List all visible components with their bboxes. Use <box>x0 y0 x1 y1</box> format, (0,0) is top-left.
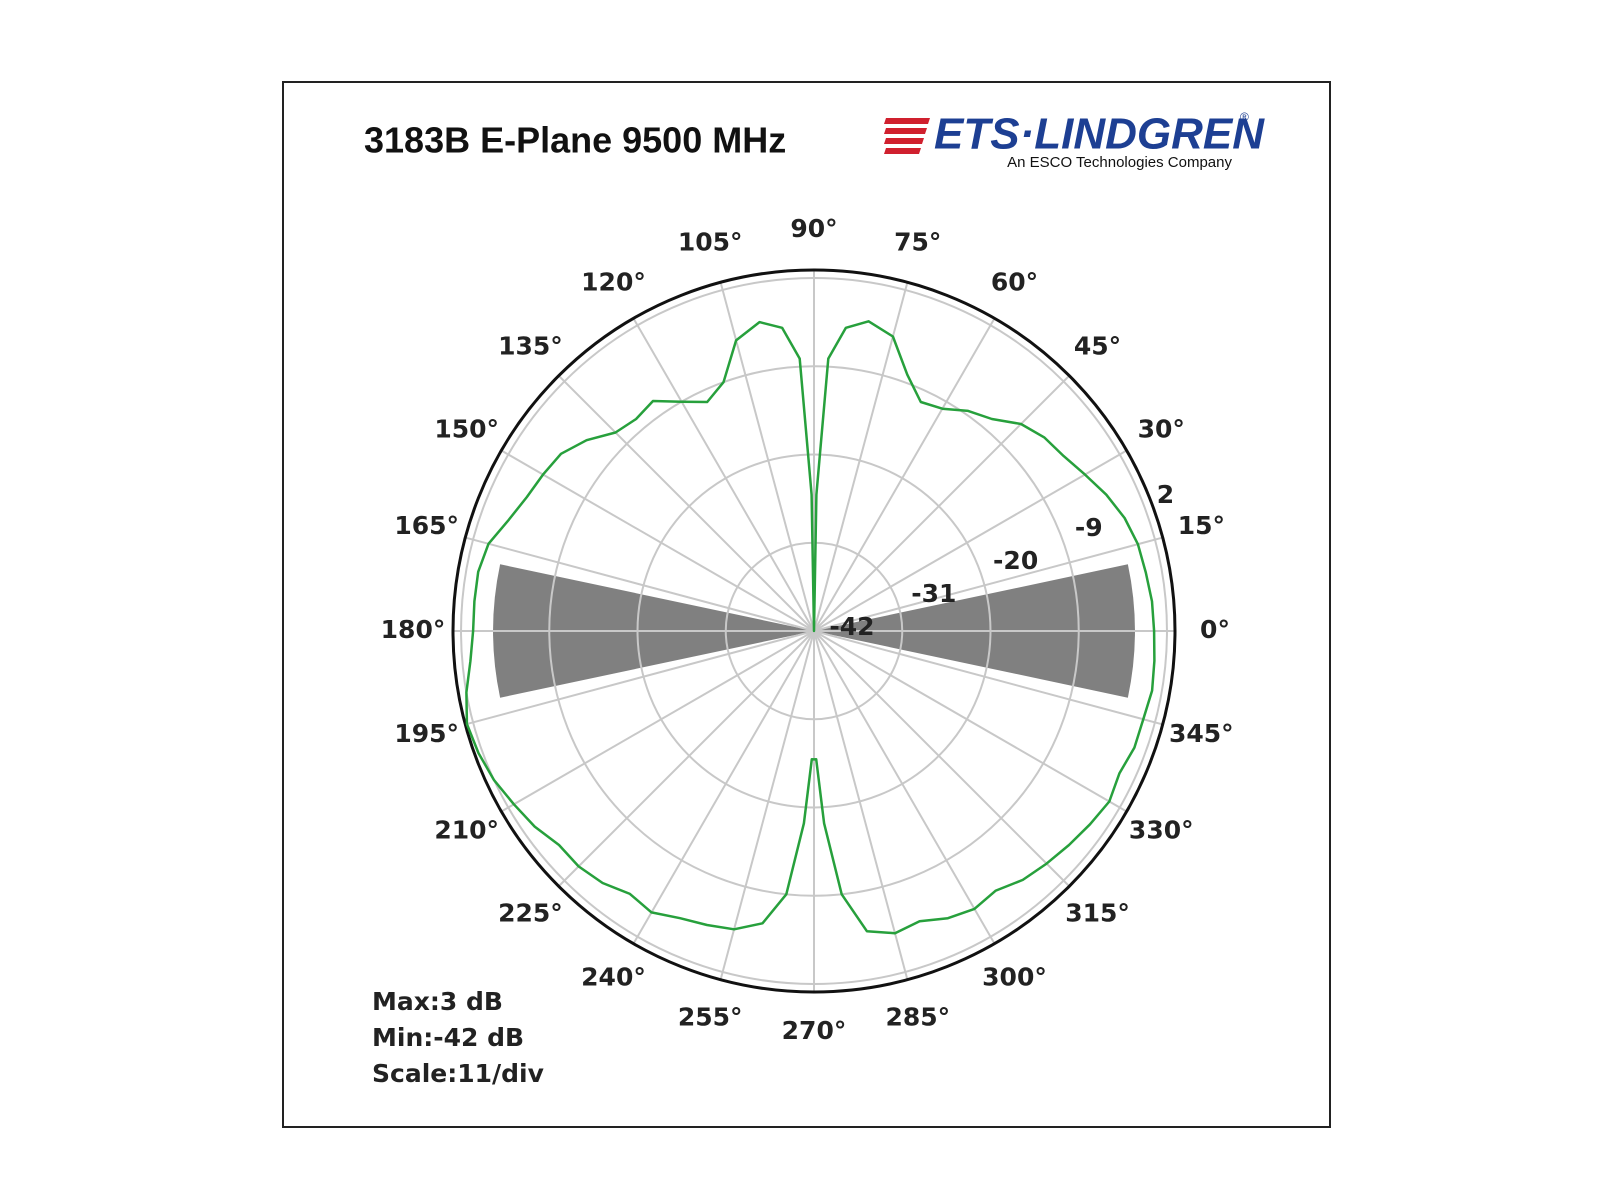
logo-mark: ® <box>1240 110 1249 124</box>
theta-tick-label: 210° <box>434 816 499 845</box>
grid-spoke <box>813 630 909 980</box>
grid-spoke <box>813 449 1128 632</box>
grid-spoke <box>558 375 815 632</box>
theta-tick-label: 270° <box>782 1016 847 1045</box>
theta-tick-label: 165° <box>394 511 459 540</box>
theta-tick-label: 150° <box>434 415 499 444</box>
grid-spoke <box>813 630 1128 813</box>
logo-tagline: An ESCO Technologies Company <box>1007 154 1232 171</box>
theta-tick-label: 330° <box>1129 816 1194 845</box>
theta-tick-label: 300° <box>982 962 1047 991</box>
grid-spoke <box>813 282 909 632</box>
grid-spoke <box>500 630 815 813</box>
theta-tick-label: 225° <box>498 899 563 928</box>
grid-spoke <box>813 375 1070 632</box>
logo-name: ETS·LINDGREN <box>934 110 1265 159</box>
grid-spoke <box>465 630 815 726</box>
theta-tick-label: 75° <box>894 228 941 257</box>
pattern-line <box>465 320 1156 935</box>
outer-circle <box>451 268 1177 994</box>
annotation: Max:3 dB <box>372 987 503 1016</box>
theta-tick-label: 90° <box>790 214 837 243</box>
logo: ETS·LINDGREN ® An ESCO Technologies Comp… <box>884 110 1265 171</box>
theta-tick-label: 45° <box>1074 331 1121 360</box>
grid-spoke <box>500 449 815 632</box>
annotation: Scale:11/div <box>372 1059 544 1088</box>
r-tick-label: 2 <box>1157 480 1174 509</box>
annotation: Min:-42 dB <box>372 1023 524 1052</box>
r-tick-label: -31 <box>911 579 956 608</box>
theta-tick-label: 60° <box>991 268 1038 297</box>
theta-tick-label: 30° <box>1138 415 1185 444</box>
grid-spoke <box>813 317 996 632</box>
theta-tick-label: 285° <box>885 1002 950 1031</box>
grid-spoke <box>558 630 815 887</box>
grid-spoke <box>719 630 815 980</box>
theta-tick-label: 315° <box>1065 899 1130 928</box>
r-tick-label: -20 <box>993 546 1038 575</box>
theta-tick-label: 15° <box>1178 511 1225 540</box>
logo-icon <box>884 118 930 154</box>
grid-spoke <box>632 630 815 945</box>
grid-spoke <box>465 536 815 632</box>
theta-tick-label: 255° <box>678 1002 743 1031</box>
theta-tick-label: 195° <box>394 719 459 748</box>
grid-spoke <box>813 536 1163 632</box>
theta-tick-label: 180° <box>381 615 446 644</box>
theta-tick-label: 120° <box>581 268 646 297</box>
grid-spoke <box>813 630 996 945</box>
theta-tick-label: 0° <box>1200 615 1230 644</box>
grid-spoke <box>813 630 1070 887</box>
r-tick-label: -9 <box>1075 513 1103 542</box>
r-tick-label: -42 <box>829 612 874 641</box>
grid-spoke <box>632 317 815 632</box>
theta-tick-label: 345° <box>1169 719 1234 748</box>
grid-spoke <box>813 630 1163 726</box>
polar-plot: 0° 15° 30° 45° 60° 75° 90° 105° 120° 135° 150° 165°… <box>372 214 1234 1088</box>
theta-tick-label: 135° <box>498 331 563 360</box>
theta-tick-label: 240° <box>581 962 646 991</box>
theta-tick-label: 105° <box>678 228 743 257</box>
chart-title: 3183B E-Plane 9500 MHz <box>364 120 786 161</box>
